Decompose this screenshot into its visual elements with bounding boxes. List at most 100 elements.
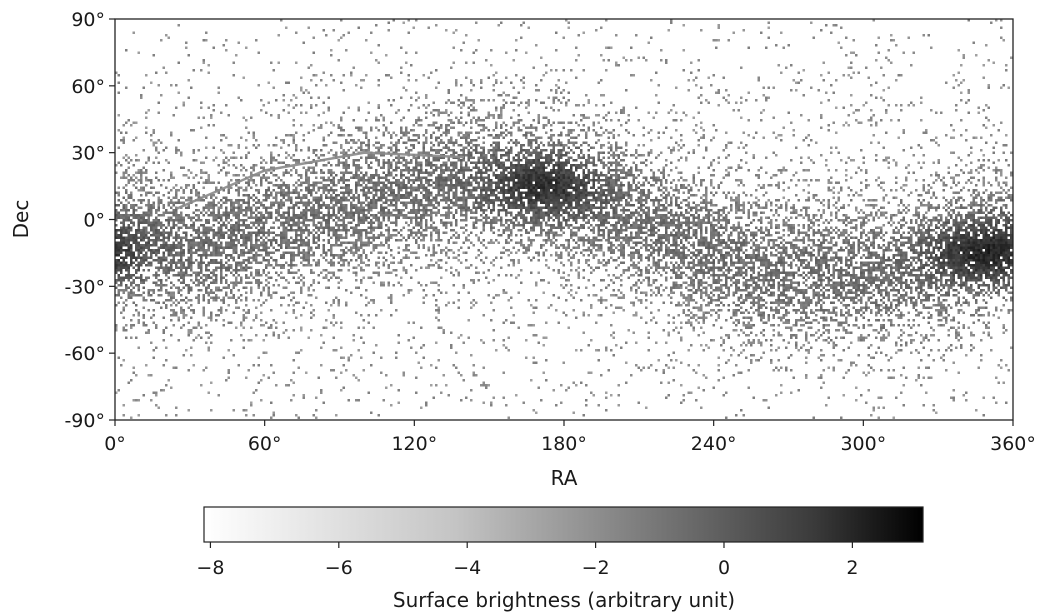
heatmap-cell [295, 169, 298, 172]
heatmap-cell [410, 186, 413, 189]
heatmap-cell [150, 204, 153, 207]
heatmap-cell [180, 246, 183, 249]
heatmap-cell [330, 186, 333, 189]
heatmap-cell [340, 259, 343, 262]
heatmap-cell [310, 246, 313, 249]
heatmap-cell [200, 161, 203, 164]
heatmap-cell [175, 246, 178, 249]
heatmap-cell [152, 291, 155, 294]
heatmap-cell [290, 191, 293, 194]
heatmap-cell [365, 234, 368, 237]
heatmap-cell [305, 174, 308, 177]
heatmap-cell [115, 279, 118, 282]
heatmap-cell [445, 206, 448, 209]
heatmap-cell [180, 271, 183, 274]
heatmap-cell [420, 224, 423, 227]
heatmap-cell [460, 164, 463, 167]
heatmap-cell [315, 74, 318, 77]
heatmap-cell [430, 211, 433, 214]
heatmap-cell [117, 194, 120, 197]
heatmap-cell [192, 339, 195, 342]
heatmap-cell [192, 224, 195, 227]
heatmap-cell [447, 146, 450, 149]
heatmap-cell [182, 271, 185, 274]
heatmap-cell [210, 261, 213, 264]
heatmap-cell [270, 191, 273, 194]
heatmap-cell [130, 219, 133, 222]
heatmap-cell [127, 216, 130, 219]
heatmap-cell [257, 206, 260, 209]
heatmap-cell [322, 179, 325, 182]
heatmap-cell [117, 276, 120, 279]
heatmap-cell [387, 21, 390, 24]
heatmap-cell [382, 264, 385, 267]
heatmap-cell [457, 271, 460, 274]
heatmap-cell [292, 204, 295, 207]
heatmap-cell [392, 209, 395, 212]
heatmap-cell [280, 191, 283, 194]
heatmap-cell [387, 284, 390, 287]
heatmap-cell [367, 259, 370, 262]
heatmap-cell [215, 244, 218, 247]
heatmap-cell [237, 296, 240, 299]
heatmap-cell [385, 184, 388, 187]
heatmap-cell [400, 169, 403, 172]
heatmap-cell [272, 159, 275, 162]
heatmap-cell [167, 261, 170, 264]
heatmap-cell [185, 231, 188, 234]
heatmap-cell [457, 259, 460, 262]
heatmap-cell [142, 199, 145, 202]
heatmap-cell [425, 191, 428, 194]
heatmap-cell [222, 134, 225, 137]
heatmap-cell [337, 216, 340, 219]
heatmap-cell [390, 201, 393, 204]
heatmap-cell [122, 171, 125, 174]
heatmap-cell [227, 159, 230, 162]
heatmap-cell [180, 289, 183, 292]
heatmap-cell [465, 161, 468, 164]
heatmap-cell [160, 259, 163, 262]
heatmap-cell [135, 136, 138, 139]
heatmap-cell [225, 171, 228, 174]
heatmap-cell [132, 256, 135, 259]
heatmap-cell [340, 151, 343, 154]
heatmap-cell [387, 164, 390, 167]
heatmap-cell [415, 234, 418, 237]
heatmap-cell [207, 221, 210, 224]
heatmap-cell [397, 194, 400, 197]
heatmap-cell [465, 169, 468, 172]
heatmap-cell [127, 249, 130, 252]
heatmap-cell [407, 109, 410, 112]
heatmap-cell [390, 194, 393, 197]
heatmap-cell [215, 314, 218, 317]
heatmap-cell [465, 229, 468, 232]
heatmap-cell [177, 289, 180, 292]
heatmap-cell [405, 89, 408, 92]
heatmap-cell [210, 204, 213, 207]
heatmap-cell [380, 114, 383, 117]
heatmap-cell [377, 224, 380, 227]
heatmap-cell [212, 281, 215, 284]
heatmap-cell [410, 229, 413, 232]
heatmap-cell [197, 266, 200, 269]
heatmap-cell [230, 296, 233, 299]
heatmap-cell [362, 326, 365, 329]
heatmap-cell [140, 231, 143, 234]
heatmap-cell [135, 236, 138, 239]
heatmap-cell [227, 221, 230, 224]
heatmap-cell [422, 74, 425, 77]
heatmap-cell [227, 216, 230, 219]
heatmap-cell [247, 249, 250, 252]
heatmap-cell [382, 176, 385, 179]
heatmap-cell [380, 356, 383, 359]
heatmap-cell [370, 191, 373, 194]
heatmap-cell [437, 284, 440, 287]
heatmap-cell [450, 344, 453, 347]
heatmap-cell [275, 209, 278, 212]
heatmap-cell [365, 136, 368, 139]
heatmap-cell [437, 239, 440, 242]
heatmap-cell [170, 246, 173, 249]
heatmap-cell [122, 329, 125, 332]
heatmap-cell [242, 221, 245, 224]
heatmap-cell [390, 191, 393, 194]
